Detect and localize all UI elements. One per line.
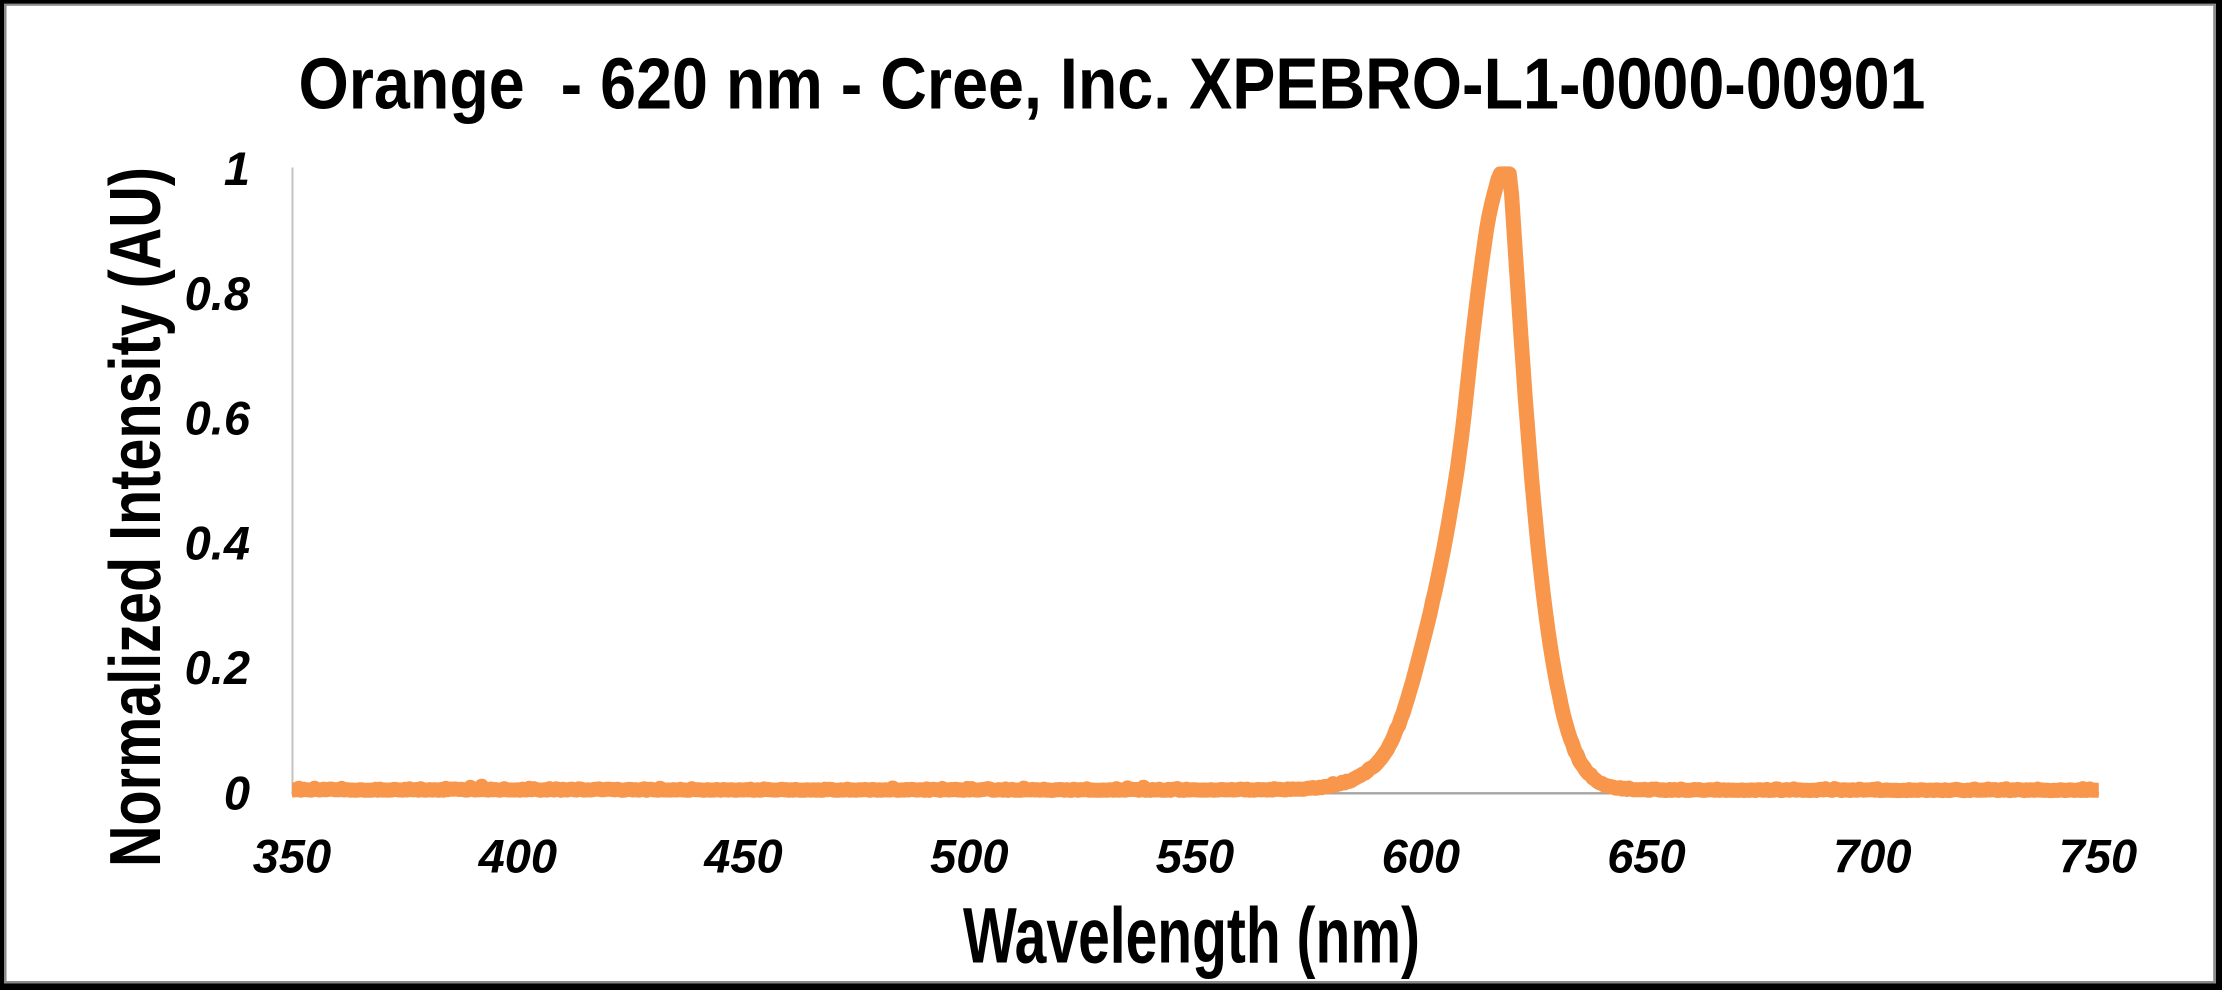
svg-text:450: 450 <box>703 829 782 882</box>
svg-text:Normalized Intensity (AU): Normalized Intensity (AU) <box>96 167 176 867</box>
svg-text:650: 650 <box>1607 829 1685 882</box>
svg-text:500: 500 <box>930 829 1008 882</box>
svg-text:0: 0 <box>224 767 250 820</box>
svg-text:0.6: 0.6 <box>185 392 251 445</box>
svg-text:Orange - 620 nm - Cree, Inc.: Orange - 620 nm - Cree, Inc. XPEBRO-L1-0… <box>299 45 1926 125</box>
svg-text:Wavelength (nm): Wavelength (nm) <box>963 891 1420 980</box>
svg-text:600: 600 <box>1382 829 1460 882</box>
svg-text:550: 550 <box>1156 829 1234 882</box>
svg-text:700: 700 <box>1833 829 1911 882</box>
svg-text:750: 750 <box>2059 829 2137 882</box>
svg-text:1: 1 <box>224 142 250 195</box>
svg-text:350: 350 <box>253 829 331 882</box>
svg-text:0.4: 0.4 <box>185 516 250 569</box>
svg-text:0.2: 0.2 <box>185 641 250 694</box>
svg-text:400: 400 <box>478 829 557 882</box>
svg-text:0.8: 0.8 <box>185 267 251 320</box>
